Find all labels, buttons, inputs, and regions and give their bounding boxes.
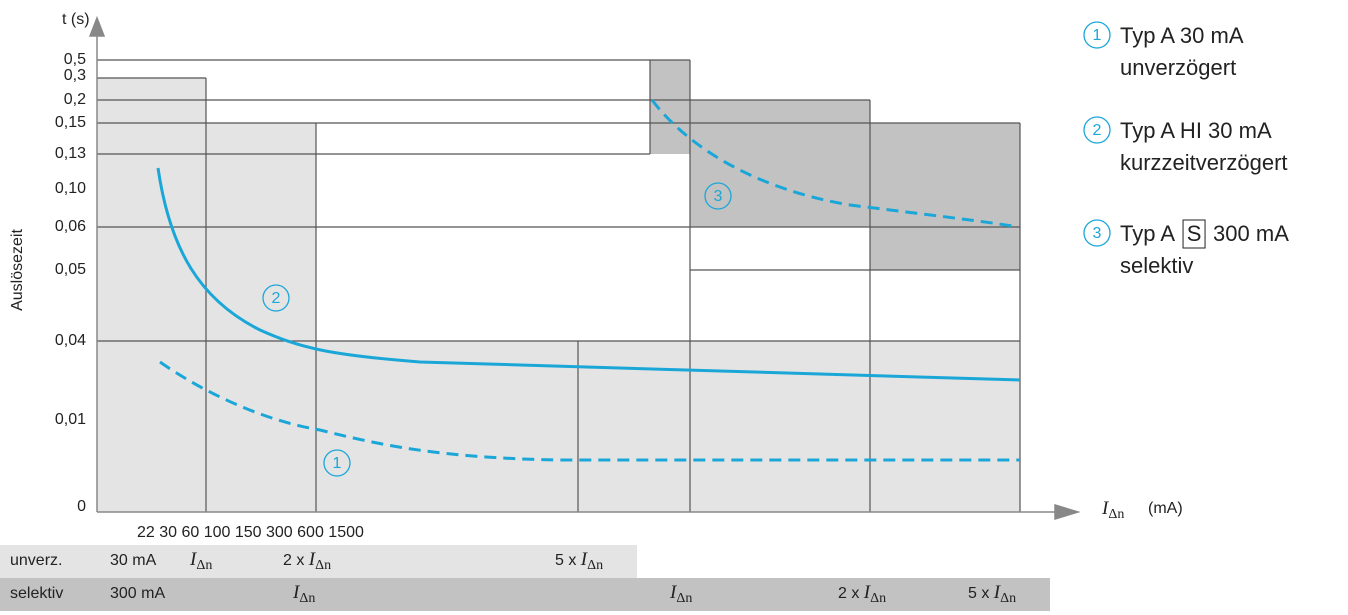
y-tick-label: 0,3 — [64, 67, 86, 84]
symbol: I — [993, 582, 1002, 603]
subscript: Δn — [870, 591, 886, 606]
row-mark: IΔn — [292, 582, 315, 606]
row-mark: 5 x IΔn — [555, 549, 603, 573]
legend-line: Typ A — [1120, 221, 1175, 246]
subscript: Δn — [587, 558, 603, 573]
symbol: I — [308, 549, 317, 570]
row-name: unverz. — [10, 552, 62, 569]
number-circle — [1083, 21, 1111, 49]
legend-line: Typ A 30 mA — [1120, 23, 1244, 48]
legend-line: Typ A HI 30 mA — [1120, 118, 1272, 143]
y-tick-label: 0,04 — [55, 332, 86, 349]
number: 3 — [1093, 225, 1102, 242]
x-axis-symbol: IΔn — [1101, 498, 1124, 522]
number-circle — [704, 182, 732, 210]
symbol: I — [1101, 498, 1110, 519]
prefix: 2 x — [283, 552, 304, 569]
axes — [88, 15, 1081, 521]
symbol: I — [580, 549, 589, 570]
subscript: Δn — [676, 591, 692, 606]
legend-line: unverzögert — [1120, 55, 1236, 80]
row-mark: 2 x IΔn — [283, 549, 331, 573]
symbol: I — [292, 582, 301, 603]
row-name: selektiv — [10, 585, 63, 602]
subscript: Δn — [1108, 507, 1124, 522]
row-mark: IΔn — [189, 549, 212, 573]
row-rating: 30 mA — [110, 552, 157, 569]
row-mark: 5 x IΔn — [968, 582, 1016, 606]
legend-line: selektiv — [1120, 253, 1193, 278]
y-tick-label: 0,2 — [64, 91, 86, 108]
symbol: I — [669, 582, 678, 603]
prefix: 5 x — [555, 552, 576, 569]
subscript: Δn — [315, 558, 331, 573]
curves — [156, 99, 1021, 462]
grid — [97, 59, 1021, 512]
symbol: I — [863, 582, 872, 603]
number: 1 — [333, 455, 342, 472]
legend-line: 300 mA — [1213, 221, 1289, 246]
symbol: I — [189, 549, 198, 570]
number-circle — [1083, 116, 1111, 144]
y-tick-label: 0,5 — [64, 51, 86, 68]
y-tick-label: 0,06 — [55, 218, 86, 235]
legend-box — [1182, 219, 1206, 249]
y-tick-label: 0,01 — [55, 411, 86, 428]
y-tick-label: 0,13 — [55, 145, 86, 162]
y-label: Auslösezeit — [9, 229, 26, 311]
row-mark: 2 x IΔn — [838, 582, 886, 606]
subscript: Δn — [299, 591, 315, 606]
y-unit: t (s) — [62, 11, 90, 28]
legend-boxed: S — [1187, 221, 1202, 246]
number: 2 — [1093, 122, 1102, 139]
y-tick-label: 0,10 — [55, 180, 86, 197]
subscript: Δn — [196, 558, 212, 573]
x-unit: (mA) — [1148, 500, 1183, 517]
regions — [97, 60, 1020, 512]
x-ticks: 22 30 60 100 150 300 600 1500 — [137, 524, 364, 541]
number-circle — [1083, 219, 1111, 247]
number: 1 — [1093, 27, 1102, 44]
number-circle — [262, 284, 290, 312]
legend-line: kurzzeitverzögert — [1120, 150, 1288, 175]
y-tick-label: 0 — [77, 498, 86, 515]
subscript: Δn — [1000, 591, 1016, 606]
number: 3 — [714, 188, 723, 205]
number-circle — [323, 449, 351, 477]
y-tick-label: 0,15 — [55, 114, 86, 131]
y-tick-label: 0,05 — [55, 261, 86, 278]
number: 2 — [272, 290, 281, 307]
row-mark: IΔn — [669, 582, 692, 606]
prefix: 5 x — [968, 585, 989, 602]
row-rating: 300 mA — [110, 585, 165, 602]
prefix: 2 x — [838, 585, 859, 602]
